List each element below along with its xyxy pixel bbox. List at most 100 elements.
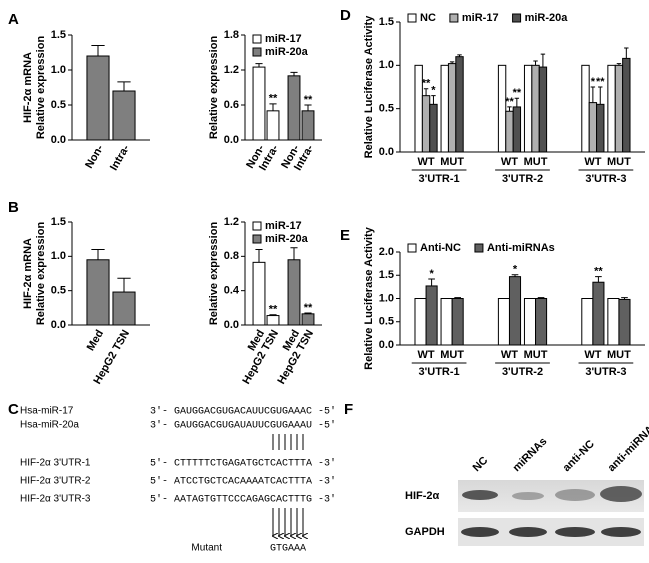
bar [421,95,431,153]
error-bar [304,312,312,314]
legend-label: Anti-NC [420,242,461,254]
error-bar [269,103,277,111]
y-axis-label: Relative Luciferase Activity [363,226,375,370]
error-bar [117,81,131,91]
y-axis-label: Relative expression [208,36,220,140]
bar [86,259,110,326]
y-tick-label: 0.5 [379,316,394,328]
significance: ** [594,266,603,278]
legend-label: miR-17 [265,33,302,45]
x-tick-label: Non- [83,143,106,171]
bar [112,291,136,326]
seq: 5'- CTTTTTCTGAGATGCTCACTTTA -3' [150,458,336,470]
seq: 5'- ATCCTGCTCACAAAATCACTTTA -3' [150,476,336,488]
lane-label: NC [471,454,491,474]
bar [414,298,427,346]
y-tick-label: 0.5 [51,285,66,297]
error-bar [255,63,263,68]
bar [112,90,136,141]
error-bar [454,297,461,299]
bar [252,66,266,141]
error-bar [117,277,131,293]
bar [429,103,438,153]
bar [252,261,266,326]
significance: ** [513,87,522,99]
error-bar [304,104,312,111]
significance: ** [505,96,514,108]
error-bar [507,106,512,112]
bar [505,110,514,153]
legend-swatch [474,243,484,253]
y-axis-label: HIF-2α mRNA [22,238,34,309]
panel-label: C [8,401,19,418]
pairing-lines [272,434,304,450]
error-bar [590,86,596,103]
x-tick-label: MUT [440,156,464,168]
x-tick-label: MUT [524,349,548,361]
mutant-label: Mutant [191,543,222,554]
panel-label: D [340,7,351,24]
legend-swatch [407,243,417,253]
x-tick-label: MUT [440,349,464,361]
legend-swatch [449,13,459,23]
band [512,492,544,500]
bar [287,259,301,326]
lane-label: anti-NC [561,438,597,474]
x-tick-label: WT [501,349,518,361]
error-bar [533,60,538,66]
significance: * [429,268,434,280]
error-bar [537,297,545,299]
legend-swatch [252,221,262,231]
y-axis-label: HIF-2α mRNA [22,52,34,123]
seq-name: Hsa-miR-20a [20,420,79,431]
y-tick-label: 1.5 [51,29,66,41]
y-axis-label: Relative expression [35,222,47,326]
legend-label: Anti-miRNAs [487,242,555,254]
legend-swatch [252,34,262,44]
significance: ** [596,76,605,88]
legend-label: NC [420,12,436,24]
significance: ** [304,302,313,314]
bar [607,64,616,153]
x-tick-label: WT [418,349,435,361]
band [555,489,595,501]
band [461,527,499,537]
x-tick-label: Med [85,328,106,353]
seq-name: HIF-2α 3'UTR-2 [20,476,91,487]
y-tick-label: 1.0 [379,59,394,71]
y-tick-label: 0.5 [51,99,66,111]
y-tick-label: 2.0 [379,246,394,258]
error-bar [91,248,105,260]
row-label: GAPDH [405,526,445,538]
band [600,486,642,502]
bar [618,298,631,346]
panel-label: E [340,227,350,244]
bar [451,298,464,346]
y-tick-label: 0.4 [224,285,240,297]
y-tick-label: 0.5 [379,103,394,115]
seq-name: Hsa-miR-17 [20,406,74,417]
bar [425,285,438,346]
y-axis-label: Relative expression [208,222,220,326]
legend-label: miR-17 [462,12,499,24]
error-bar [290,247,298,260]
y-axis-label: Relative Luciferase Activity [363,15,375,159]
y-tick-label: 1.0 [51,64,66,76]
bar [86,55,110,141]
bar [596,103,605,153]
seq-name: HIF-2α 3'UTR-1 [20,458,91,469]
significance: ** [422,78,431,90]
error-bar [91,45,105,56]
y-tick-label: 0.0 [224,319,239,331]
bar [447,63,457,153]
x-tick-label: MUT [524,156,548,168]
lane-label: miRNAs [511,435,550,474]
bar [622,57,631,153]
y-tick-label: 1.2 [224,64,239,76]
significance: * [431,85,436,97]
error-bar [511,274,519,277]
lane-label: anti-miRNAs [606,419,649,474]
y-tick-label: 1.2 [224,216,239,228]
bar [440,64,449,153]
